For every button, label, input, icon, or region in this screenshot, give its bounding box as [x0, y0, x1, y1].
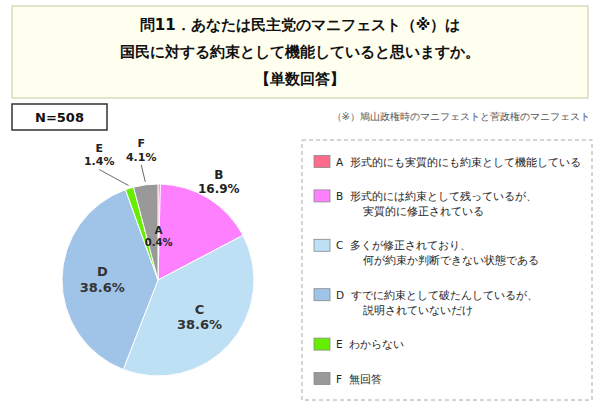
legend-label: A 形式的にも実質的にも約束として機能している: [336, 156, 581, 168]
legend-swatch: [314, 373, 330, 385]
title-group: 問11．あなたは民主党のマニフェスト（※）は国民に対する約束として機能していると…: [12, 6, 588, 98]
legend-label: D すでに約束として破たんしているが、: [336, 289, 538, 302]
footnote: （※）鳩山政権時のマニフェストと菅政権のマニフェスト: [332, 111, 590, 122]
legend-label: B 形式的には約束として残っているが、: [336, 190, 537, 202]
data-label-line: F: [137, 137, 145, 150]
data-label: D38.6%: [80, 264, 125, 295]
n-label: N=508: [35, 110, 84, 125]
legend-swatch: [314, 156, 330, 168]
subtitle: 【単数回答】: [255, 70, 345, 88]
data-label-line: B: [214, 168, 223, 182]
data-label-line: C: [195, 302, 205, 317]
data-label-line: A: [155, 225, 163, 236]
legend-swatch: [314, 338, 330, 350]
data-label-line: D: [97, 264, 108, 279]
legend-label: 実質的に修正されている: [336, 205, 484, 217]
data-label-line: 16.9%: [198, 182, 240, 196]
data-label-line: 1.4%: [84, 155, 115, 168]
legend-swatch: [314, 190, 330, 202]
pie: [62, 184, 254, 376]
chart: 問11．あなたは民主党のマニフェスト（※）は国民に対する約束として機能していると…: [0, 0, 600, 409]
legend-box: [302, 140, 592, 400]
pie-labels: A0.4%B16.9%C38.6%D38.6%E1.4%F4.1%: [80, 137, 240, 332]
legend-label: 何が約束か判断できない状態である: [336, 254, 539, 266]
data-label-line: 4.1%: [126, 151, 157, 164]
data-label-line: 38.6%: [80, 280, 125, 295]
n-label-box: [12, 104, 107, 130]
data-label-line: 0.4%: [145, 237, 173, 248]
legend-label: C 多くが修正されており、: [336, 239, 471, 251]
legend-label: F 無回答: [336, 373, 382, 385]
legend-swatch: [314, 289, 330, 301]
legend-swatch: [314, 239, 330, 251]
data-label: C38.6%: [177, 302, 222, 333]
data-label: E1.4%: [84, 142, 115, 168]
legend-label: E わからない: [336, 338, 404, 350]
data-label-line: 38.6%: [177, 317, 222, 332]
legend: A 形式的にも実質的にも約束として機能している B 形式的には約束として残っている…: [302, 140, 592, 400]
data-label: F4.1%: [126, 137, 157, 163]
leader-line: [141, 165, 145, 182]
leader-line: [99, 170, 128, 186]
legend-label: 説明されていないだけ: [336, 304, 473, 317]
data-label: A0.4%: [145, 225, 173, 248]
data-label: B16.9%: [198, 168, 240, 196]
data-label-line: E: [95, 142, 103, 155]
title: 問11．あなたは民主党のマニフェスト（※）は: [140, 16, 460, 34]
title: 国民に対する約束として機能していると思いますか。: [120, 43, 480, 61]
title-box: [12, 6, 588, 98]
